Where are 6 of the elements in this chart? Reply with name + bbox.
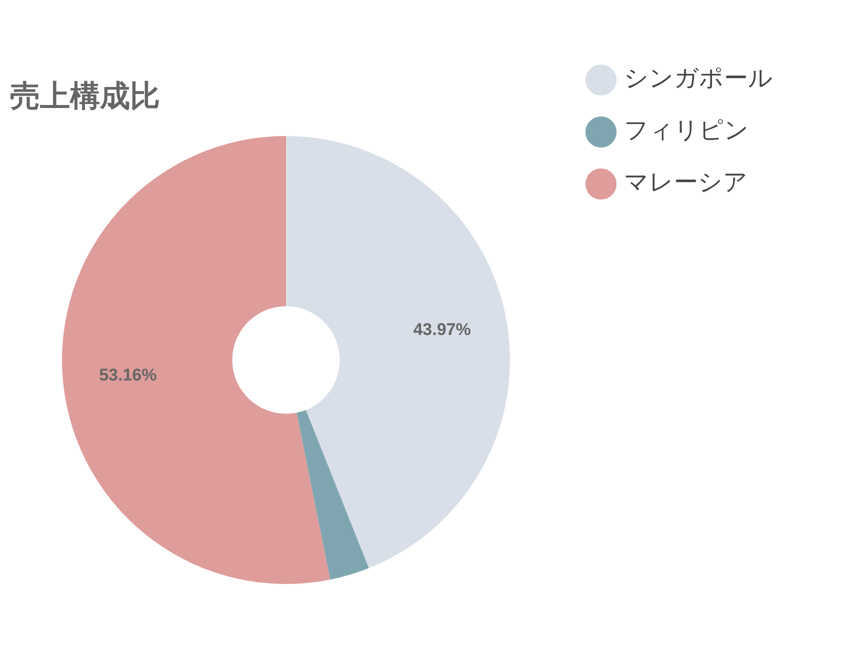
legend-label: フィリピン [624,116,749,144]
legend-label: マレーシア [624,168,748,196]
data-label: 43.97% [413,320,471,339]
data-label: 53.16% [99,365,157,384]
text: 売上構成比 [10,78,160,114]
legend-label: シンガポール [624,64,773,92]
